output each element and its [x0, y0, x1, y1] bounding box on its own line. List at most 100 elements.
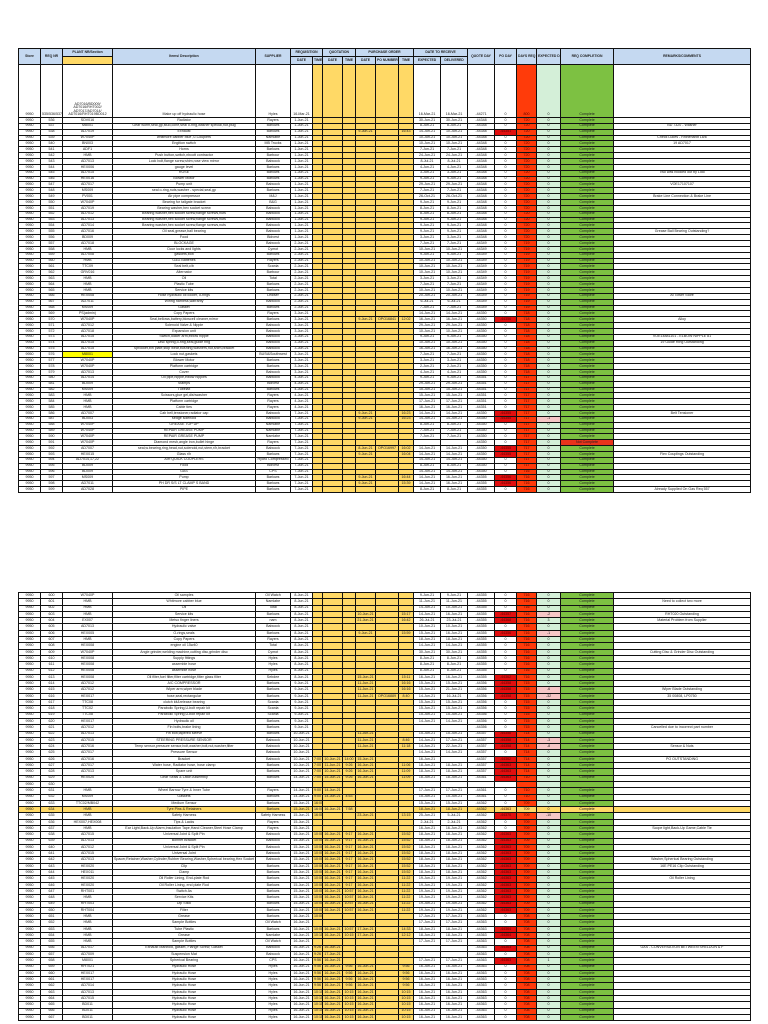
cell-supplier: Hyles [255, 64, 291, 118]
table-row: 9950 599 AD7028 PIPE Barlows 7-Jun-21 8-Jun-21… [18, 486, 752, 493]
cell-quot-date: 16-Jun-21 [322, 1013, 343, 1022]
table-row: 9950 595 BD009 Food Bidvest 7-Jun-21 8-Jun-21 8… [18, 462, 752, 470]
header-remarks: REMARKS/COMMENTS [613, 48, 752, 65]
table-1-body: 9950 535/536/537 AD7016/BD009/ AD7016/RHT0… [18, 64, 752, 493]
table-row: 9950 635 HMB Safety Harness Safety Harness 15… [18, 812, 751, 820]
table-row: 9950 638 AD7015 Universal Joint & Split Pin… [18, 831, 751, 839]
cell-po-day: 0 [494, 64, 518, 118]
cell-remarks: Already Supplied On Gas Req 557 [613, 486, 752, 493]
table-row: 9950 627 AD7017 Water hose, Radiator hose, … [18, 761, 751, 770]
header-req-completion: REQ COMPLETION [560, 48, 615, 65]
table-row: 9950 647 RHT001 Switch As Barlows 15-Jun-21 10… [18, 887, 751, 896]
cell-expected: 16-Jun-21 [413, 1013, 441, 1022]
table-row: 9950 561 TTC09 Seal belt,c/b Scania 2-Jun-21 1… [18, 263, 752, 271]
table-row: 9950 588 W7040P GREASE TOP UP Namlabe 7-Jun-2… [18, 421, 752, 429]
table-row: 9950 544 HEX006 gauge level Barlows 1-Jun-21 4… [18, 163, 752, 171]
cell-days-req-out: 800 [516, 64, 538, 118]
table-row: 9950 624 AD7016 Temp sensor,pressure sensor… [18, 743, 751, 751]
header-items: Items/ Description [112, 48, 256, 65]
cell-supplier: Hyles [255, 1013, 291, 1022]
cell-quote-day: -44271 [467, 64, 496, 118]
table-row: 9950 548 MS009 seal o-ring,nuts,washer - sp… [18, 187, 752, 195]
table-row: 9950 667 BD011 Hydraulic Hose Hyles 16-Jun-21… [18, 1013, 751, 1022]
header-expected: EXPECTED [413, 56, 442, 65]
table-row: 9950 613 HEX008 Oil filter,fuel filter,filt… [18, 673, 751, 682]
cell-req-time [311, 486, 324, 493]
table-row: 9950 633 TTC02/MB042 Medium Sensor Barlows 15… [18, 799, 751, 808]
cell-quote-day: -44363 [467, 1013, 495, 1022]
table-row: 9950 537 M8001 Gear worm,seal,gp,stud,cone,… [18, 122, 752, 130]
table-row: 9950 582 MS009 Tubelax Barlows 4-Jun-21 15-Jun… [18, 386, 752, 394]
cell-req-date: 16-Mar-21 [290, 64, 313, 118]
table-row: 9950 545 AD7015 ROSE Barlows 1-Jun-21 3-Jun-21… [18, 169, 752, 177]
cell-po-date [355, 486, 377, 493]
table-row: 9950 604 EX007 Metso finger liners nam 8-Jun-… [18, 617, 751, 625]
cell-item: PIPE [112, 486, 256, 493]
cell-quot-date [322, 64, 344, 118]
cell-remarks [613, 1013, 751, 1022]
cell-req-date: 7-Jun-21 [290, 486, 313, 493]
table-row: 9950 535/536/537 AD7016/BD009/ AD7016/RHT0… [18, 64, 752, 118]
table-row: 9950 636 HEX007,HEX008 Tips & Lacks Rayers 15… [18, 818, 751, 827]
cell-expected-date: 0 [536, 64, 562, 118]
cell-days-req-out: 708 [516, 1013, 537, 1022]
cell-delivered: 16-Jun-21 [440, 1013, 468, 1022]
cell-quot-time [342, 64, 357, 118]
cell-req-time [311, 64, 324, 118]
header-po-time: TIME [398, 56, 415, 65]
cell-store: 9950 [18, 64, 41, 118]
header-po-day: PO DAY [494, 48, 518, 65]
table-row: 9950 542 HMB Push button,switch,nbcott cont… [18, 152, 752, 160]
cell-quote-day: -44355 [467, 486, 496, 493]
cell-po-time [398, 486, 415, 493]
cell-req-date: 16-Jun-21 [290, 1013, 313, 1022]
cell-delivered: 8-Jun-21 [440, 486, 469, 493]
table-row: 9950 551 AD7019 Bearing washer,hex socket s… [18, 204, 752, 212]
header-delivered: DELIVERED [440, 56, 469, 65]
cell-quot-time [342, 486, 357, 493]
table-row: 9950 581 BD009 Stamps Bidvest 4-Jun-21 29-Jun-… [18, 380, 752, 388]
table-row: 9950 655 HMB Sample Bottles Oil Watch 16-Jun-… [18, 938, 751, 946]
table-row: 9950 563 HMB Oil Total 2-Jun-21 3-Jun-21 3-Jun-… [18, 275, 752, 283]
table-row: 9950 611 HEX008 assemble hose Hyles 8-Jun-21 8… [18, 661, 751, 669]
cell-po-date: 16-Jun-21 [355, 1013, 376, 1022]
header-days-req-out: DAYS REQ OUT [516, 48, 538, 65]
cell-store: 9950 [18, 1013, 41, 1022]
cell-item: Make up off hydraulic hose [112, 64, 256, 118]
table-row: 9950 578 W7040P Platform cartridge Barlows 3-… [18, 363, 752, 370]
cell-po-day: 0 [494, 1013, 517, 1022]
table-row: 9950 571 AD7012 Solenoid Valve & Nipple Babc… [18, 322, 752, 329]
table-row: 9950 639 AD7013 Bonnet Bracket Babcock 15-Jun… [18, 837, 751, 845]
table-row: 9950 657 AD7009 Suspension Mat Babcock 16-Jun… [18, 950, 751, 959]
header-quote-day: QUOTE DAY [467, 48, 496, 65]
table-row: 9950 661 HEX017 Hydraulic Hose Hyles 16-Jun-2… [18, 976, 751, 984]
table-row: 9950 550 W7040P Bearing for tailgate bracke… [18, 199, 752, 206]
requisition-table-2: 9950 600 W7040P Oil samples Oil Watch 8-Jun-2… [18, 591, 751, 1022]
cell-days-req-out: 716 [516, 486, 538, 493]
cell-expected-date: 0 [536, 1013, 561, 1022]
table-row: 9950 614 AD7012 A/C COMPRESSOR Barlows 9-Jun-… [18, 680, 751, 688]
table-row: 9950 574 AD7015 Disc spring,o-ring,seal,gui… [18, 339, 752, 347]
table-row: 9950 651 HMB Grease Barlows 16-Jun-21 10:00 17-… [18, 913, 751, 921]
cell-quot-time: 10:15 [342, 1013, 356, 1022]
cell-remarks [613, 64, 752, 118]
cell-plant-nr: BD011 [62, 1013, 113, 1022]
header-po-number: PO NUMBER [375, 56, 400, 65]
table-2-body: 9950 600 W7040P Oil samples Oil Watch 8-Jun-2… [18, 591, 751, 1022]
table-row: 9950 623 AD7015 STEERING PRESSURE SENSOR Bab… [18, 736, 751, 745]
header-req-date: DATE [290, 56, 313, 65]
cell-req-time: 10:15 [312, 1013, 323, 1022]
header-quotation: QUOTATION [322, 48, 357, 57]
header-req-time: TIME [311, 56, 324, 65]
table-row: 9950 592 AD7007 seal,w.bearing,ring,head,nu… [18, 445, 752, 452]
table-row: 9950 660 HEX017 Hydraulic Hose Hyles 16-Jun-2… [18, 969, 751, 978]
cell-po-date [355, 64, 377, 118]
table-row: 9950 589 W7040P REPAIR GREASE PUMP Namlabe 7-… [18, 427, 752, 435]
cell-po-time [398, 64, 415, 118]
cell-plant-nr: AD7016/BD009/ AD7016/RHT002/ AD7017/AD70… [62, 64, 113, 118]
cell-expected: 8-Jun-21 [413, 486, 442, 493]
table-row: 9950 625 AD7017 Pressure Sensor Babcock 10-Ju… [18, 749, 751, 757]
cell-po-number [375, 486, 400, 493]
table-row: 9950 579 AD7013 Cover Babcock 3-Jun-21 4-Jun-2… [18, 368, 752, 376]
header-plant-nr: PLANT NR/Section [62, 48, 113, 57]
